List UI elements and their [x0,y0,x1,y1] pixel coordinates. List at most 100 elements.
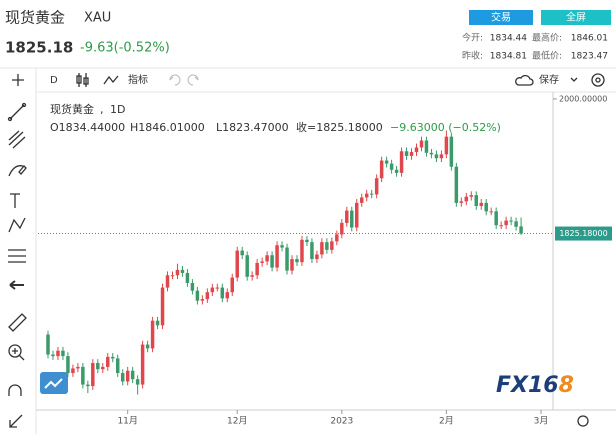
candle-body [205,292,210,300]
candle-body [155,320,160,326]
chart-badge[interactable] [40,372,68,394]
legend-name: 现货黄金 [50,102,94,116]
candle-body [305,239,309,243]
candle-body [300,239,304,263]
left-tools[interactable] [7,74,27,428]
candle-body [180,269,185,273]
candle-body [150,320,155,349]
candle-body [135,379,140,385]
dropdown[interactable] [570,77,578,82]
candle-body [190,282,195,291]
candle-body [474,195,479,206]
x-tick-label: 3月 [534,416,549,427]
candle-body [439,154,444,159]
redo[interactable] [187,74,199,86]
stat-value: 1823.47 [571,52,608,62]
candle-body [280,245,284,248]
indicator-icon[interactable] [103,75,119,85]
candle-body [210,287,215,293]
candle-body [404,151,409,156]
save[interactable]: 保存 [539,73,559,86]
indicators[interactable]: 指标 [128,73,148,86]
candle-body [170,275,175,277]
candle-body [175,269,180,276]
trade-button[interactable] [469,10,533,25]
last-price-label: 1825.18000 [559,229,607,238]
candle-body [215,287,220,289]
cloud-icon[interactable] [515,74,534,86]
candle-body [86,384,90,387]
logo: FX168 [496,373,574,398]
fullscreen-button[interactable] [541,10,611,25]
logo-accent: 8 [559,373,574,398]
candle-body [514,221,518,227]
candle-body [384,160,389,164]
candle-body [320,242,324,255]
candle-body [459,201,464,203]
candle-body [145,344,150,349]
candle-body [310,242,314,260]
candle-body [464,196,469,202]
candle-body [449,136,454,167]
candle-body [76,366,80,369]
fullscreen-label[interactable]: 全屏 [566,11,586,24]
chart-badge[interactable] [44,378,63,389]
candle-icon[interactable] [76,73,89,87]
candle-body [96,363,100,370]
candle-body [409,152,414,156]
legend-sep: , [100,103,104,116]
candle-body [374,178,379,195]
legend-interval: 1D [110,103,125,116]
candle-body [484,202,488,212]
candle-body [504,220,508,226]
ohlc-label: 收=1825.18000 [296,120,383,134]
candle-body [51,354,55,357]
candle-body [91,363,95,387]
candle-body [240,250,244,256]
settings[interactable] [595,77,601,83]
candle-body [414,147,419,153]
candle-body [185,272,190,283]
candle-body [130,370,135,380]
candle-body [494,211,498,226]
settings[interactable] [591,73,605,87]
candle-body [499,225,503,227]
candle-body [389,163,394,170]
candle-body [275,245,279,268]
candle-body [125,370,130,382]
candle-body [250,275,254,277]
interval[interactable]: D [50,75,58,86]
candle-body [220,287,225,299]
candle-body [379,160,384,179]
candle-body [444,136,449,155]
axis-settings[interactable] [577,415,589,427]
candle-body [160,287,165,326]
candle-body [165,275,170,288]
candle-body [235,250,239,278]
x-tick-label: 2月 [439,416,454,427]
candle-body [290,259,294,271]
candle-body [200,299,205,301]
candle-body [120,373,125,382]
candle-body [479,202,483,206]
candle-body [434,154,439,159]
logo-text: FX16 [496,373,559,398]
trade-label[interactable]: 交易 [491,11,511,24]
ohlc-label: L1823.47000 [216,121,289,134]
stat-value: 1834.81 [490,52,527,62]
candle-body [359,197,364,203]
candle-body [519,226,523,234]
undo[interactable] [169,74,181,86]
candle-body [260,261,264,263]
candle-body [419,140,424,148]
candle-body [140,344,145,385]
candle-body [325,242,329,250]
candle-body [230,277,234,293]
candle-body [270,255,274,268]
y-tick-label: 2000.00000 [559,94,607,103]
candle-body [345,210,349,223]
candle-body [330,241,334,250]
title: 现货黄金 [5,9,65,27]
candle-body [61,350,65,357]
